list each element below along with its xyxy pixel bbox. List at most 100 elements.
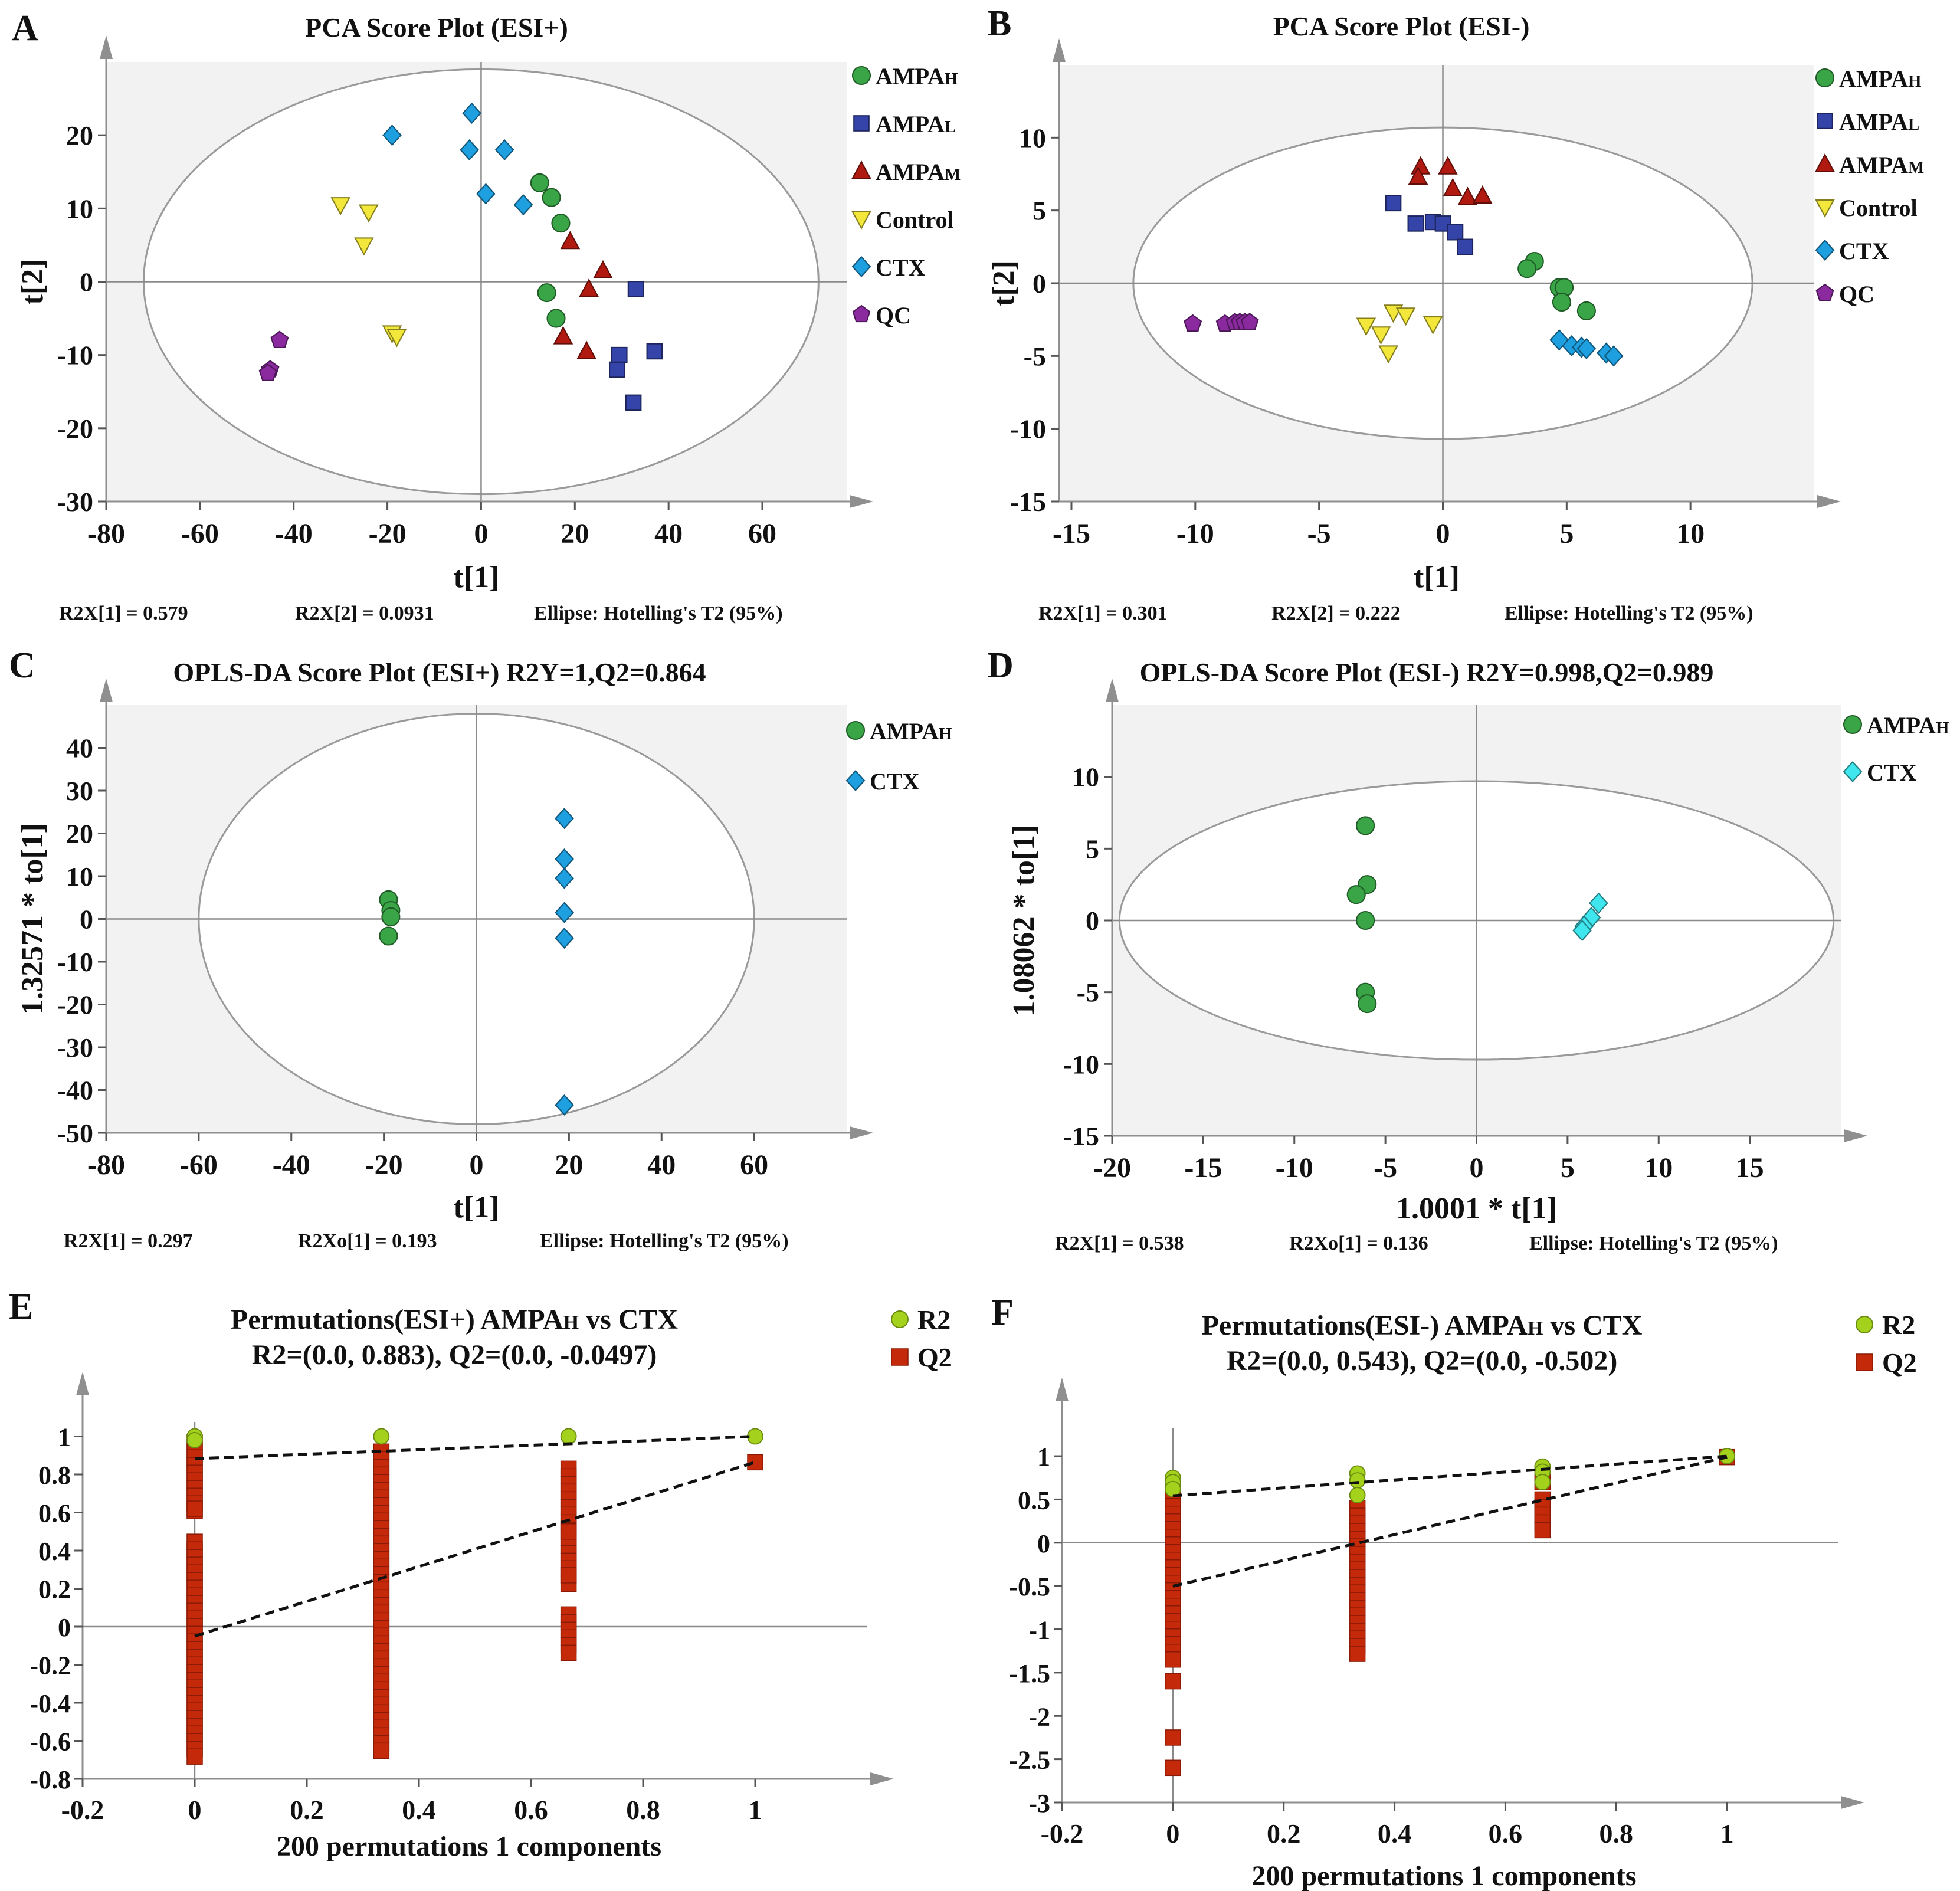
- x-axis-arrow: [850, 1126, 873, 1139]
- y-axis-label: t[2]: [16, 259, 50, 305]
- legend-label: Control: [1839, 195, 1918, 221]
- x-tick-label: 0: [1435, 518, 1450, 549]
- q2-point: [1165, 1729, 1181, 1746]
- x-tick-label: -10: [1276, 1152, 1313, 1184]
- y-tick-label: 0.8: [38, 1461, 71, 1490]
- y-tick-label: 0: [80, 904, 93, 935]
- x-tick-label: 10: [1644, 1152, 1673, 1184]
- x-axis-arrow: [1817, 495, 1841, 508]
- footer-note: Ellipse: Hotelling's T2 (95%): [534, 602, 783, 624]
- y-tick-label: 0.5: [1018, 1486, 1050, 1515]
- plot-title: OPLS-DA Score Plot (ESI-) R2Y=0.998,Q2=0…: [1140, 657, 1714, 687]
- point-ctx: [555, 902, 574, 923]
- x-tick-label: 0: [470, 1149, 484, 1181]
- y-tick-label: -5: [1024, 341, 1046, 371]
- legend-label: QC: [876, 302, 911, 329]
- q2-point: [186, 1748, 203, 1765]
- x-tick-label: 40: [654, 518, 683, 549]
- legend-label-base: QC: [876, 302, 911, 329]
- x-tick-label: -60: [181, 518, 219, 549]
- x-tick-label: -40: [275, 518, 313, 549]
- legend-label-base: AMPA: [1839, 65, 1908, 92]
- panel-B: B PCA Score Plot (ESI-) -15 -10 -5 0 5 10 10 5 0 -5…: [987, 4, 1924, 624]
- point-control: [1378, 345, 1398, 364]
- point-ampa-h: [1346, 885, 1366, 904]
- x-axis-arrow: [850, 495, 873, 508]
- point-control: [330, 197, 350, 216]
- y-tick-label: 0: [1033, 268, 1046, 299]
- point-control: [359, 204, 379, 223]
- x-axis-label: 200 permutations 1 components: [277, 1831, 661, 1862]
- x-tick-label: -20: [369, 518, 407, 549]
- point-ampa-h: [1552, 293, 1571, 312]
- x-tick-label: -20: [1093, 1152, 1131, 1184]
- legend-label-base: AMPA: [870, 718, 939, 745]
- q2-point: [1349, 1646, 1366, 1662]
- q2-point: [1165, 1759, 1181, 1777]
- y-tick-label: -3: [1028, 1789, 1050, 1818]
- perm-title: Permutations(ESI-) AMPAH vs CTX: [1202, 1310, 1643, 1341]
- point-ampa-h: [537, 283, 556, 303]
- legend-marker: [851, 65, 871, 86]
- y-tick-label: -30: [57, 487, 93, 517]
- y-tick-label: -30: [57, 1033, 93, 1063]
- legend-label-sub: H: [1908, 72, 1921, 91]
- plot-title: PCA Score Plot (ESI+): [305, 12, 568, 42]
- x-tick-label: -5: [1374, 1152, 1397, 1184]
- panel-C: C OPLS-DA Score Plot (ESI+) R2Y=1,Q2=0.86…: [9, 645, 952, 1252]
- legend-marker: [845, 769, 866, 792]
- y-tick-label: 0: [1037, 1529, 1050, 1558]
- legend-label-sub: L: [1908, 115, 1919, 134]
- legend-marker: [852, 304, 871, 323]
- point-ctx: [555, 1094, 574, 1116]
- y-tick-label: -50: [57, 1118, 93, 1148]
- r2-point: [560, 1428, 577, 1445]
- legend-label: CTX: [1867, 759, 1917, 786]
- point-ampa-m: [576, 340, 596, 359]
- point-ampa-h: [379, 926, 398, 946]
- y-tick-label: -15: [1063, 1121, 1099, 1151]
- x-tick-label: -0.2: [61, 1795, 104, 1825]
- panel-letter: A: [12, 8, 38, 48]
- legend-label: AMPAM: [876, 159, 961, 185]
- r2-point: [1349, 1487, 1366, 1503]
- x-tick-label: 20: [555, 1149, 583, 1181]
- point-control: [354, 237, 374, 256]
- x-axis-arrow: [1841, 1796, 1864, 1809]
- point-ampa-m: [593, 260, 613, 278]
- perm-title-tail: vs CTX: [1543, 1310, 1642, 1341]
- legend-label: CTX: [1839, 238, 1889, 264]
- x-tick-label: -5: [1307, 518, 1331, 549]
- x-tick-label: 60: [748, 518, 776, 549]
- legend-label: AMPAM: [1839, 152, 1924, 178]
- point-qc: [270, 330, 289, 349]
- legend-label: AMPAL: [876, 111, 956, 137]
- y-tick-label: -10: [1063, 1049, 1099, 1079]
- x-tick-label: 0: [188, 1795, 202, 1825]
- point-ctx: [382, 124, 402, 146]
- footer-note: R2X[2] = 0.0931: [295, 602, 434, 624]
- point-ampa-m: [1457, 186, 1478, 205]
- y-tick-label: 0.6: [38, 1499, 71, 1528]
- legend-label: Q2: [917, 1342, 952, 1372]
- panel-F: F Permutations(ESI-) AMPAH vs CTX R2=(0.0,…: [991, 1293, 1917, 1891]
- q2-point: [1165, 1673, 1181, 1690]
- x-axis-label: t[1]: [454, 561, 500, 594]
- point-ampa-l: [1447, 224, 1464, 241]
- legend-label-base: CTX: [870, 768, 920, 795]
- x-tick-label: 20: [561, 518, 589, 549]
- legend-label-sub: M: [1908, 158, 1924, 177]
- legend-marker: [1815, 153, 1835, 172]
- legend-label-sub: H: [939, 725, 952, 743]
- footer-note: R2X[1] = 0.579: [59, 602, 188, 624]
- x-tick-label: 5: [1561, 1152, 1575, 1184]
- legend-label: AMPAH: [1839, 65, 1921, 92]
- footer-note: R2X[1] = 0.538: [1055, 1233, 1184, 1254]
- legend-label-base: AMPA: [876, 159, 945, 185]
- legend-label: R2: [1882, 1310, 1915, 1340]
- perm-subtitle: R2=(0.0, 0.543), Q2=(0.0, -0.502): [1227, 1345, 1618, 1377]
- panel-letter: F: [991, 1293, 1014, 1333]
- perm-subtitle: R2=(0.0, 0.883), Q2=(0.0, -0.0497): [252, 1339, 657, 1371]
- y-axis-arrow: [1106, 679, 1119, 702]
- y-tick-label: 0.4: [38, 1537, 71, 1566]
